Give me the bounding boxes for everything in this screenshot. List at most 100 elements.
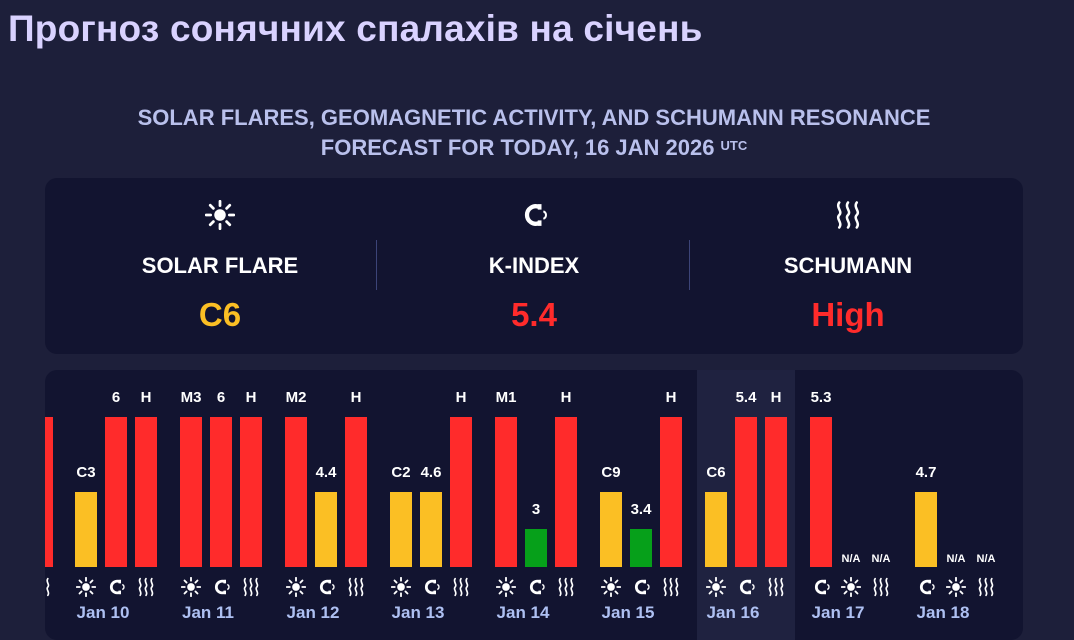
magnet-icon bbox=[525, 577, 547, 597]
timezone-label: UTC bbox=[720, 138, 748, 153]
k-index-value: 5.4 bbox=[511, 296, 557, 333]
bar-value-label: H bbox=[350, 389, 362, 406]
subtitle-line-1: SOLAR FLARES, GEOMAGNETIC ACTIVITY, AND … bbox=[137, 105, 931, 130]
solar-flare-label: SOLAR FLARE bbox=[141, 253, 299, 278]
sun-icon bbox=[495, 577, 517, 597]
forecast-bar bbox=[660, 417, 682, 567]
waves-icon bbox=[660, 577, 682, 597]
sun-icon bbox=[285, 577, 307, 597]
magnet-icon bbox=[380, 200, 688, 228]
bar-value-label: C3 bbox=[76, 464, 96, 481]
magnet-icon bbox=[105, 577, 127, 597]
day-date-label[interactable]: Jan 15 bbox=[601, 603, 655, 622]
summary-divider bbox=[376, 240, 377, 290]
forecast-bar bbox=[75, 492, 97, 567]
sun-icon bbox=[390, 577, 412, 597]
forecast-subtitle: SOLAR FLARES, GEOMAGNETIC ACTIVITY, AND … bbox=[80, 103, 988, 163]
day-date-label[interactable]: Jan 18 bbox=[916, 603, 970, 622]
day-date-label[interactable]: Jan 12 bbox=[286, 603, 340, 622]
forecast-bar bbox=[915, 492, 937, 567]
sun-icon bbox=[65, 200, 375, 230]
magnet-icon bbox=[810, 577, 832, 597]
bar-value-label: H bbox=[245, 389, 257, 406]
sun-icon bbox=[180, 577, 202, 597]
magnet-icon bbox=[210, 577, 232, 597]
bar-value-label: 6 bbox=[216, 389, 226, 406]
waves-icon bbox=[975, 577, 997, 597]
bar-value-label: C9 bbox=[601, 464, 621, 481]
day-date-label[interactable]: Jan 16 bbox=[706, 603, 760, 622]
day-date-label[interactable]: Jan 14 bbox=[496, 603, 550, 622]
bar-value-label: 4.4 bbox=[315, 464, 337, 481]
forecast-bar bbox=[600, 492, 622, 567]
forecast-bar bbox=[315, 492, 337, 567]
summary-divider bbox=[689, 240, 690, 290]
waves-icon bbox=[45, 577, 53, 597]
sun-icon bbox=[705, 577, 727, 597]
bar-value-label: 3 bbox=[531, 501, 541, 518]
waves-icon bbox=[693, 200, 1003, 229]
sun-icon bbox=[945, 577, 967, 597]
day-date-label[interactable]: Jan 10 bbox=[76, 603, 130, 622]
magnet-icon bbox=[915, 577, 937, 597]
bar-value-label: N/A bbox=[946, 553, 966, 565]
waves-icon bbox=[135, 577, 157, 597]
waves-icon bbox=[240, 577, 262, 597]
day-date-label[interactable]: Jan 13 bbox=[391, 603, 445, 622]
forecast-bar bbox=[240, 417, 262, 567]
forecast-bar bbox=[765, 417, 787, 567]
solar-flare-value: C6 bbox=[198, 296, 242, 333]
forecast-bar bbox=[555, 417, 577, 567]
sun-icon bbox=[600, 577, 622, 597]
day-date-label[interactable]: Jan 17 bbox=[811, 603, 865, 622]
bar-value-label: 3.4 bbox=[630, 501, 652, 518]
subtitle-date: FORECAST FOR TODAY, 16 JAN 2026 bbox=[320, 135, 715, 160]
bar-value-label: H bbox=[665, 389, 677, 406]
forecast-bar bbox=[210, 417, 232, 567]
magnet-icon bbox=[315, 577, 337, 597]
waves-icon bbox=[450, 577, 472, 597]
forecast-bar bbox=[180, 417, 202, 567]
magnet-icon bbox=[735, 577, 757, 597]
forecast-bar bbox=[390, 492, 412, 567]
forecast-bar bbox=[285, 417, 307, 567]
bar-value-label: C2 bbox=[391, 464, 411, 481]
page-title: Прогноз сонячних спалахів на січень bbox=[8, 8, 703, 49]
magnet-icon bbox=[420, 577, 442, 597]
bar-value-label: C6 bbox=[706, 464, 726, 481]
today-summary-card: SOLAR FLARE C6 K-INDEX 5.4 SCHUMANN High bbox=[45, 178, 1023, 354]
waves-icon bbox=[345, 577, 367, 597]
waves-icon bbox=[765, 577, 787, 597]
forecast-bar bbox=[495, 417, 517, 567]
subtitle-line-2: FORECAST FOR TODAY, 16 JAN 2026 UTC bbox=[80, 133, 988, 163]
k-index-summary: K-INDEX 5.4 bbox=[380, 178, 688, 354]
forecast-bar bbox=[105, 417, 127, 567]
forecast-bar bbox=[135, 417, 157, 567]
bar-value-label: M2 bbox=[285, 389, 307, 406]
waves-icon bbox=[555, 577, 577, 597]
bar-value-label: 4.7 bbox=[915, 464, 937, 481]
forecast-bar bbox=[810, 417, 832, 567]
sun-icon bbox=[840, 577, 862, 597]
schumann-label: SCHUMANN bbox=[783, 253, 913, 278]
bar-value-label: M1 bbox=[495, 389, 517, 406]
forecast-bar bbox=[345, 417, 367, 567]
bar-value-label: 4.6 bbox=[420, 464, 442, 481]
magnet-icon bbox=[630, 577, 652, 597]
bar-value-label: N/A bbox=[976, 553, 996, 565]
bar-value-label: 6 bbox=[111, 389, 121, 406]
forecast-bar bbox=[420, 492, 442, 567]
forecast-bar bbox=[735, 417, 757, 567]
schumann-value: High bbox=[811, 296, 885, 333]
day-date-label[interactable]: Jan 11 bbox=[182, 603, 234, 622]
solar-flare-summary: SOLAR FLARE C6 bbox=[65, 178, 375, 354]
forecast-bar bbox=[45, 417, 53, 567]
bar-value-label: H bbox=[455, 389, 467, 406]
forecast-bar bbox=[450, 417, 472, 567]
bar-value-label: H bbox=[560, 389, 572, 406]
bar-value-label: N/A bbox=[841, 553, 861, 565]
forecast-bar bbox=[525, 529, 547, 567]
bar-value-label: H bbox=[770, 389, 782, 406]
bar-value-label: 5.4 bbox=[735, 389, 757, 406]
daily-forecast-strip[interactable]: C3 6 H Jan 10 M3 6 H Jan 11 M2 4.4 H Jan 12 C2 4.6… bbox=[45, 370, 1023, 640]
